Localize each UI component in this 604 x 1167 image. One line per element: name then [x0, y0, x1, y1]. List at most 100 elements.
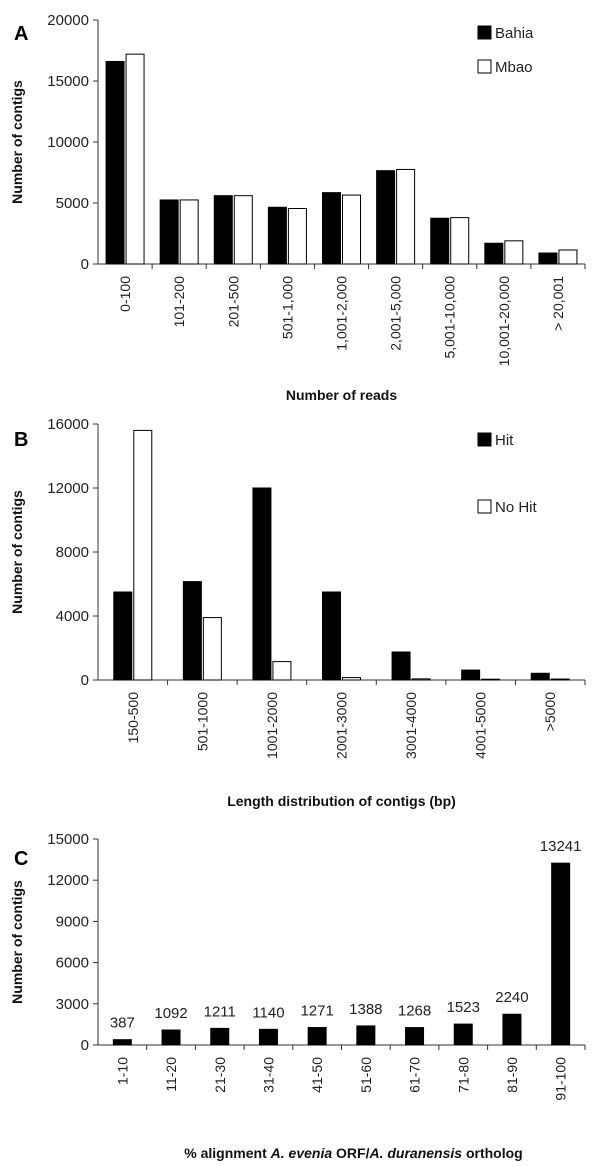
y-tick-label: 8000 [56, 544, 89, 561]
bar-value [307, 1027, 327, 1046]
y-tick-label: 5000 [56, 195, 89, 212]
bar-bahia [430, 217, 450, 265]
x-axis-label: Number of reads [286, 387, 397, 403]
x-axis-label: Length distribution of contigs (bp) [227, 793, 456, 809]
x-tick-label: >5000 [542, 692, 558, 732]
x-tick-label: 1001-2000 [264, 692, 280, 759]
bar-no-hit [550, 678, 570, 681]
bar-hit [530, 672, 550, 681]
x-tick-label: 1,001-2,000 [334, 276, 350, 351]
y-tick-label: 9000 [56, 913, 89, 930]
data-label: 1523 [447, 999, 480, 1016]
bar-hit [322, 591, 341, 681]
y-tick-label: 10000 [47, 134, 89, 151]
y-tick-label: 20000 [47, 12, 89, 29]
x-tick-label: 5,001-10,000 [442, 276, 458, 359]
legend-label: Hit [495, 432, 514, 449]
y-axis-label: Number of contigs [9, 80, 25, 204]
y-tick-label: 12000 [47, 480, 89, 497]
y-tick-label: 15000 [47, 831, 89, 848]
x-tick-label: 91-100 [553, 1057, 569, 1101]
y-axis-label: Number of contigs [9, 490, 25, 614]
legend-swatch [477, 59, 492, 74]
x-tick-label: 81-90 [504, 1057, 520, 1093]
bar-mbao [558, 249, 578, 265]
bar-value [551, 862, 571, 1046]
bar-no-hit [133, 429, 153, 681]
bar-no-hit [481, 678, 501, 681]
x-tick-label: 31-40 [260, 1057, 276, 1093]
data-label: 1268 [398, 1003, 431, 1020]
y-tick-label: 0 [81, 1037, 89, 1054]
bar-bahia [322, 192, 341, 265]
bar-no-hit [342, 677, 361, 681]
x-tick-label: 21-30 [212, 1057, 228, 1093]
legend-label: No Hit [495, 499, 538, 516]
y-axis-label: Number of contigs [9, 880, 25, 1004]
legend-label: Mbao [495, 59, 533, 76]
y-tick-label: 4000 [56, 608, 89, 625]
x-tick-label: 3001-4000 [403, 692, 419, 759]
bar-mbao [233, 195, 253, 265]
data-label: 1388 [349, 1001, 382, 1018]
bar-bahia [213, 195, 233, 265]
bar-mbao [342, 194, 361, 265]
x-tick-label: 2,001-5,000 [388, 276, 404, 351]
bar-mbao [125, 53, 145, 265]
x-tick-label: 61-70 [407, 1057, 423, 1093]
bar-value [502, 1013, 522, 1046]
x-tick-label: > 20,001 [550, 276, 566, 331]
legend-swatch [477, 25, 492, 40]
legend-label: Bahia [495, 25, 534, 42]
y-tick-label: 0 [81, 672, 89, 689]
bar-hit [182, 581, 202, 681]
x-tick-label: 1-10 [114, 1057, 130, 1085]
x-tick-label: 4001-5000 [473, 692, 489, 759]
x-tick-label: 71-80 [455, 1057, 471, 1093]
x-axis-label-part: A. evenia [270, 1145, 333, 1161]
bar-no-hit [411, 678, 431, 681]
bar-value [356, 1025, 376, 1046]
bar-bahia [267, 206, 287, 265]
bar-bahia [105, 60, 125, 265]
data-label: 1271 [300, 1003, 333, 1020]
legend-swatch [477, 432, 492, 447]
x-axis-label-part: ORF/ [332, 1145, 369, 1161]
bar-bahia [376, 170, 396, 265]
x-tick-label: 0-100 [117, 276, 133, 312]
bar-hit [113, 591, 133, 681]
data-label: 2240 [495, 989, 528, 1006]
x-tick-label: 11-20 [163, 1057, 179, 1092]
x-tick-label: 501-1,000 [279, 276, 295, 339]
x-axis-label-part: % alignment [184, 1145, 270, 1161]
y-tick-label: 16000 [47, 416, 89, 433]
x-tick-label: 51-60 [358, 1057, 374, 1093]
bar-mbao [287, 207, 307, 265]
bar-no-hit [272, 661, 292, 681]
x-tick-label: 10,001-20,000 [496, 276, 512, 367]
bar-hit [391, 651, 411, 681]
bar-hit [461, 669, 481, 681]
bar-mbao [396, 168, 416, 265]
x-tick-label: 41-50 [309, 1057, 325, 1093]
bar-value [453, 1023, 473, 1046]
x-tick-label: 2001-3000 [334, 692, 350, 759]
bar-mbao [450, 217, 470, 265]
data-label: 1211 [204, 1003, 236, 1020]
data-label: 1140 [252, 1004, 284, 1021]
y-tick-label: 3000 [56, 996, 89, 1013]
bar-bahia [538, 252, 558, 265]
bar-bahia [484, 242, 504, 265]
x-tick-label: 201-500 [225, 276, 241, 328]
bar-hit [252, 487, 272, 681]
y-tick-label: 15000 [47, 73, 89, 90]
panel-letter: A [14, 23, 28, 45]
bar-value [210, 1027, 230, 1046]
x-tick-label: 501-1000 [194, 692, 210, 751]
bar-value [161, 1029, 181, 1046]
bar-bahia [159, 199, 179, 265]
x-tick-label: 150-500 [125, 692, 141, 744]
bar-value [112, 1039, 132, 1046]
y-tick-label: 0 [81, 256, 89, 273]
